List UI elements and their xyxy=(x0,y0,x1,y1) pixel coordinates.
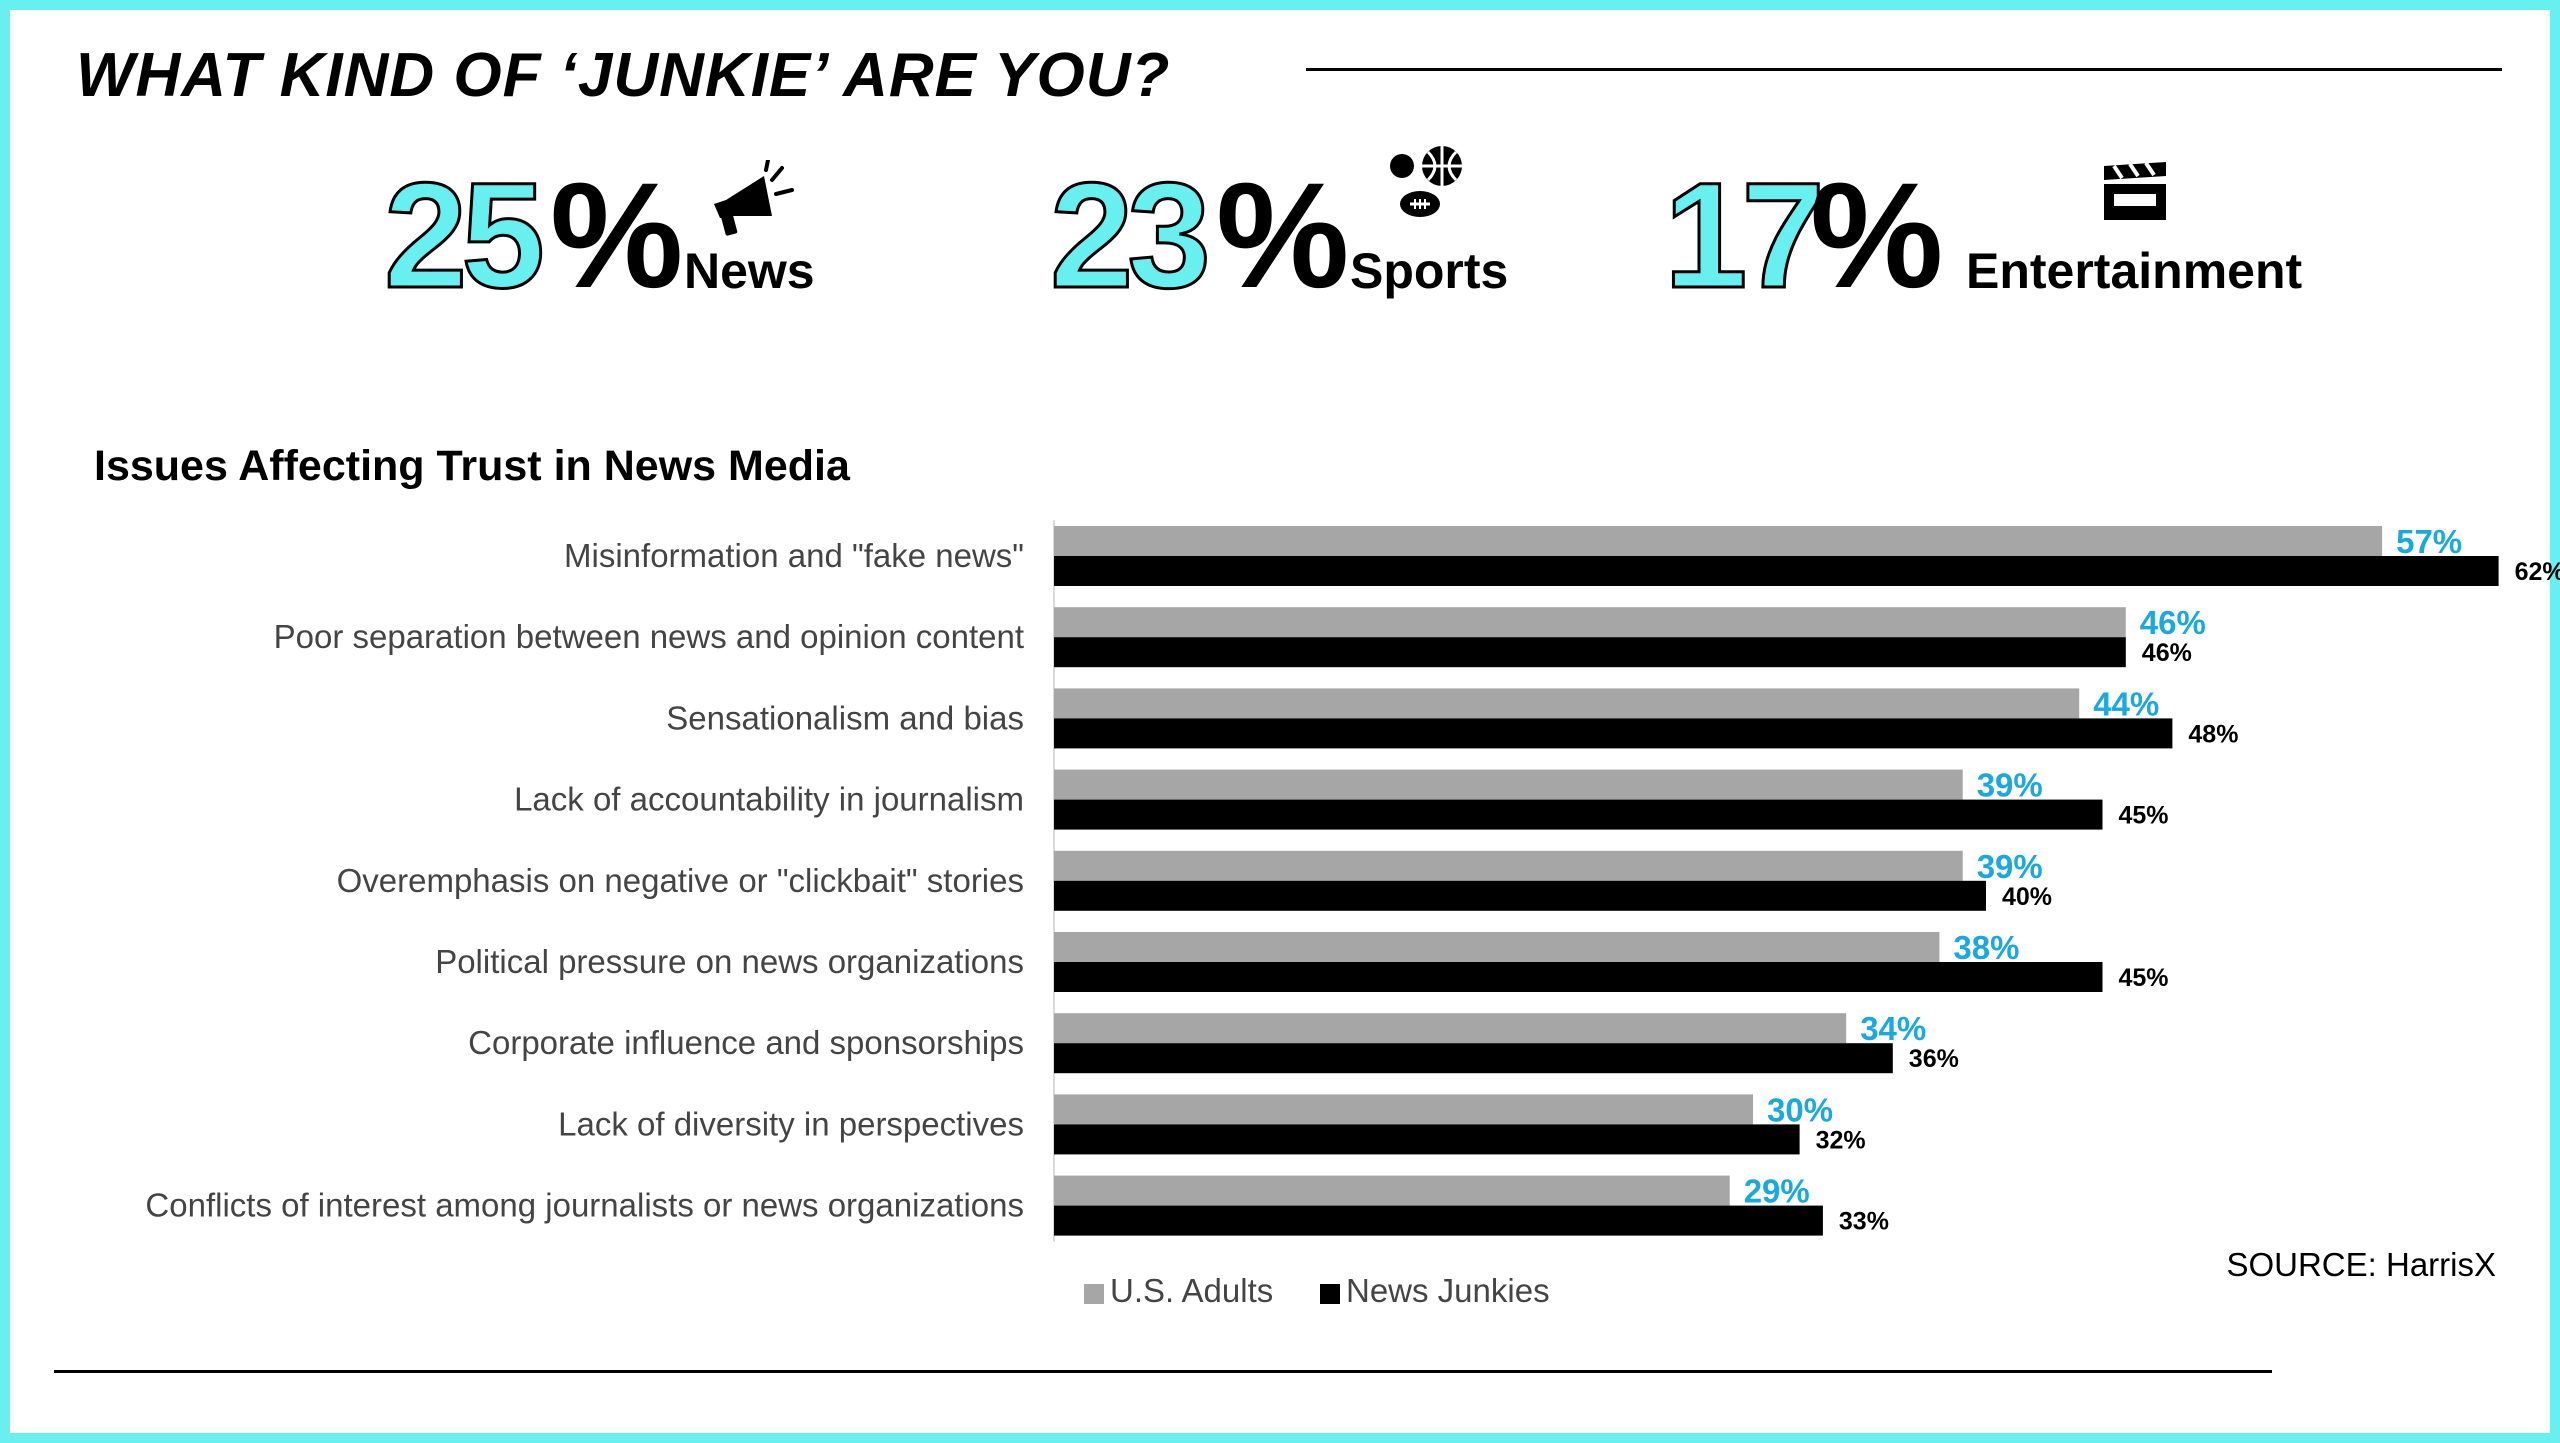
value-label-news-junkies: 33% xyxy=(1839,1208,1889,1236)
title-divider xyxy=(1306,68,2502,71)
bar-us-adults xyxy=(1054,1175,1730,1206)
category-label: Lack of accountability in journalism xyxy=(514,781,1024,818)
category-label: Conflicts of interest among journalists … xyxy=(145,1187,1024,1224)
bar-news-junkies xyxy=(1054,799,2103,830)
value-label-us-adults: 30% xyxy=(1767,1091,1833,1128)
stat-news-label: News xyxy=(684,243,815,299)
stat-news-value: 25 xyxy=(383,151,547,319)
stat-entertainment: 17 % Entertainment xyxy=(1663,151,2364,320)
value-label-us-adults: 34% xyxy=(1860,1010,1926,1047)
bar-news-junkies xyxy=(1054,1043,1893,1074)
category-label: Misinformation and "fake news" xyxy=(564,537,1024,574)
stat-news-unit: % xyxy=(550,151,684,319)
footer-divider xyxy=(54,1370,2272,1373)
bar-news-junkies xyxy=(1054,556,2499,586)
category-label: Poor separation between news and opinion… xyxy=(274,618,1024,655)
source-note: SOURCE: HarrisX xyxy=(2226,1246,2496,1283)
clapperboard-icon xyxy=(2100,160,2170,227)
bar-us-adults xyxy=(1054,607,2126,638)
stat-entertainment-unit: % xyxy=(1810,151,1944,319)
value-label-news-junkies: 48% xyxy=(2188,720,2238,748)
value-label-news-junkies: 36% xyxy=(1909,1045,1959,1073)
stat-sports-unit: % xyxy=(1216,151,1350,319)
legend-swatch-us-adults xyxy=(1084,1284,1104,1304)
chart-title: Issues Affecting Trust in News Media xyxy=(94,442,850,490)
value-label-us-adults: 44% xyxy=(2093,685,2159,722)
value-label-us-adults: 39% xyxy=(1977,767,2043,804)
stat-entertainment-label: Entertainment xyxy=(1966,243,2303,299)
category-label: Lack of diversity in perspectives xyxy=(558,1105,1024,1142)
category-label: Corporate influence and sponsorships xyxy=(468,1024,1024,1061)
value-label-us-adults: 38% xyxy=(1953,929,2019,966)
stat-sports-label: Sports xyxy=(1350,243,1509,299)
bar-us-adults xyxy=(1054,526,2383,556)
value-label-us-adults: 29% xyxy=(1744,1173,1810,1210)
bar-us-adults xyxy=(1054,688,2080,719)
bar-us-adults xyxy=(1054,932,1940,962)
category-label: Overemphasis on negative or "clickbait" … xyxy=(337,862,1024,899)
legend-label-news-junkies: News Junkies xyxy=(1346,1272,1550,1309)
value-label-news-junkies: 45% xyxy=(2119,802,2169,830)
page-title: WHAT KIND OF ‘JUNKIE’ ARE YOU? xyxy=(76,41,1171,110)
bar-news-junkies xyxy=(1054,880,1986,911)
category-label: Sensationalism and bias xyxy=(666,699,1024,736)
bar-us-adults xyxy=(1054,1094,1753,1125)
stat-sports-value: 23 xyxy=(1049,151,1213,319)
megaphone-icon xyxy=(706,158,796,245)
value-label-news-junkies: 40% xyxy=(2002,883,2052,911)
value-label-news-junkies: 32% xyxy=(1816,1126,1866,1154)
value-label-us-adults: 39% xyxy=(1977,848,2043,885)
bar-us-adults xyxy=(1054,850,1963,881)
bar-us-adults xyxy=(1054,1013,1847,1044)
bar-news-junkies xyxy=(1054,718,2173,749)
value-label-us-adults: 57% xyxy=(2396,523,2462,560)
stat-sports: 23 % Sports xyxy=(1049,146,1530,320)
bar-news-junkies xyxy=(1054,1205,1823,1236)
value-label-news-junkies: 45% xyxy=(2119,964,2169,992)
category-label: Political pressure on news organizations xyxy=(435,943,1024,980)
value-label-news-junkies: 62% xyxy=(2515,558,2560,586)
legend-swatch-news-junkies xyxy=(1320,1284,1340,1304)
bar-news-junkies xyxy=(1054,962,2103,992)
bar-news-junkies xyxy=(1054,637,2126,668)
bar-news-junkies xyxy=(1054,1124,1800,1155)
value-label-news-junkies: 46% xyxy=(2142,639,2192,667)
sports-balls-icon xyxy=(1384,144,1468,229)
legend-label-us-adults: U.S. Adults xyxy=(1110,1272,1273,1309)
stat-news: 25 % News xyxy=(383,151,844,320)
bar-us-adults xyxy=(1054,769,1963,800)
value-label-us-adults: 46% xyxy=(2140,604,2206,641)
stat-entertainment-value: 17 xyxy=(1663,151,1827,319)
